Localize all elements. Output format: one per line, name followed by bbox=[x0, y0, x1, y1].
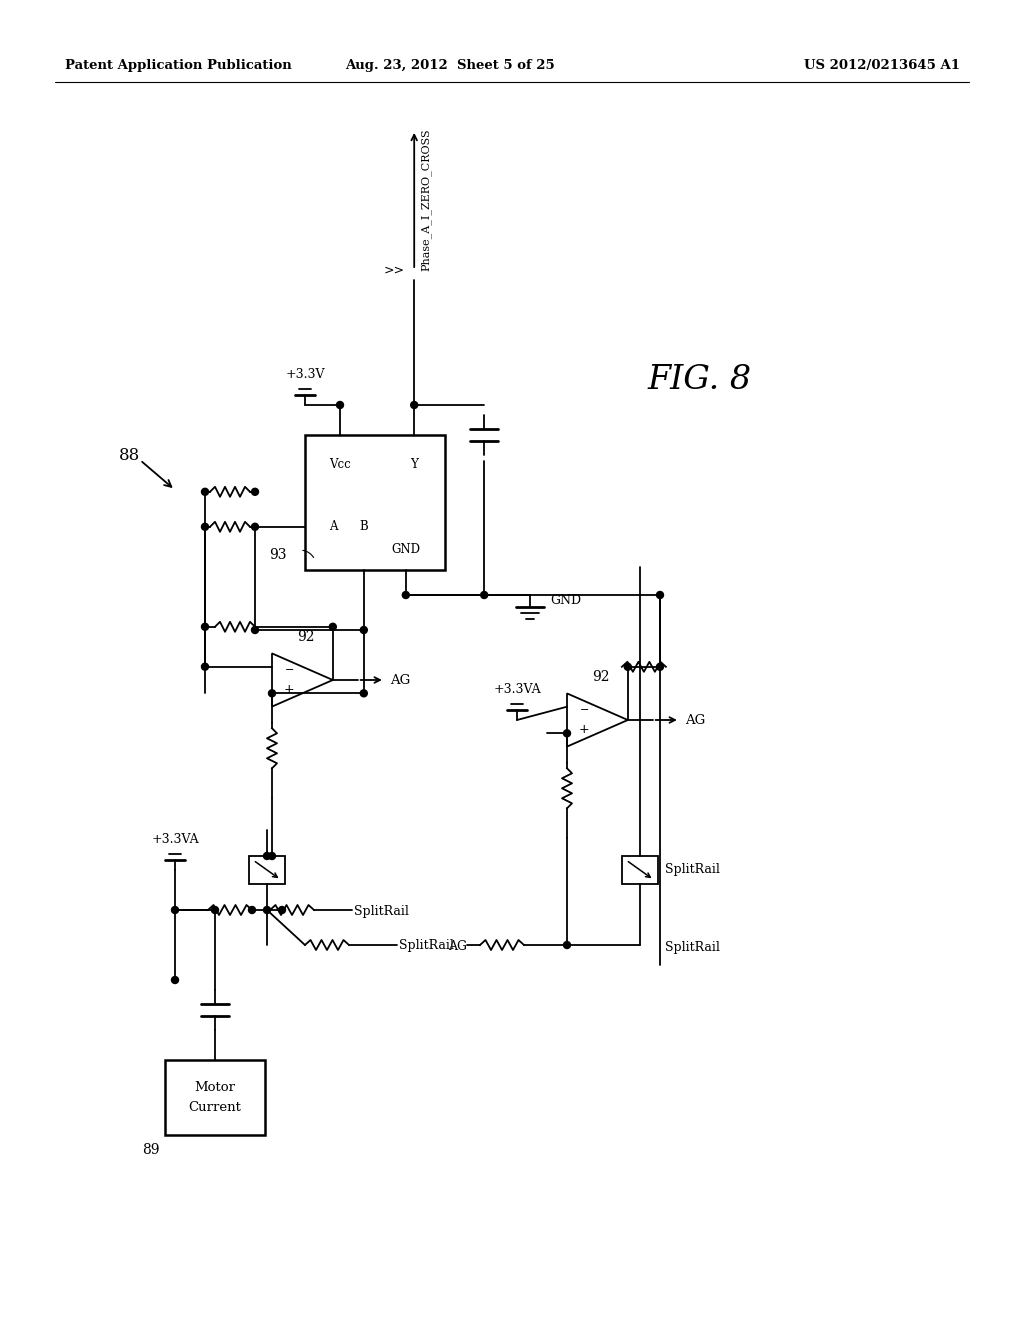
Circle shape bbox=[252, 627, 258, 634]
Text: 89: 89 bbox=[142, 1143, 160, 1158]
Text: FIG. 8: FIG. 8 bbox=[648, 364, 752, 396]
Circle shape bbox=[563, 941, 570, 949]
Text: Patent Application Publication: Patent Application Publication bbox=[65, 58, 292, 71]
Circle shape bbox=[402, 591, 410, 598]
Text: Phase_A_I_ZERO_CROSS: Phase_A_I_ZERO_CROSS bbox=[420, 128, 431, 272]
Text: +: + bbox=[284, 682, 295, 696]
Bar bbox=[305, 436, 445, 570]
Text: +3.3VA: +3.3VA bbox=[152, 833, 199, 846]
Text: AG: AG bbox=[685, 714, 706, 726]
Circle shape bbox=[212, 907, 218, 913]
Circle shape bbox=[656, 663, 664, 671]
Text: >>: >> bbox=[383, 264, 404, 276]
Text: AG: AG bbox=[449, 940, 467, 953]
Circle shape bbox=[360, 690, 368, 697]
Circle shape bbox=[279, 907, 286, 913]
Circle shape bbox=[202, 488, 209, 495]
Bar bbox=[165, 1060, 265, 1135]
Text: 93: 93 bbox=[269, 548, 287, 562]
Text: 92: 92 bbox=[297, 630, 315, 644]
Circle shape bbox=[252, 488, 258, 495]
Text: 88: 88 bbox=[120, 446, 140, 463]
Circle shape bbox=[337, 401, 343, 408]
Text: Current: Current bbox=[188, 1101, 242, 1114]
Bar bbox=[249, 855, 285, 884]
Circle shape bbox=[202, 523, 209, 531]
Circle shape bbox=[330, 623, 336, 631]
Text: SplitRail: SplitRail bbox=[665, 863, 720, 876]
Circle shape bbox=[656, 591, 664, 598]
Circle shape bbox=[360, 627, 368, 634]
Text: Y: Y bbox=[411, 458, 418, 471]
Circle shape bbox=[263, 907, 270, 913]
Text: SplitRail: SplitRail bbox=[665, 940, 720, 953]
Circle shape bbox=[563, 730, 570, 737]
Bar bbox=[622, 855, 658, 884]
Circle shape bbox=[268, 853, 275, 859]
Text: B: B bbox=[359, 520, 369, 533]
Text: Aug. 23, 2012  Sheet 5 of 25: Aug. 23, 2012 Sheet 5 of 25 bbox=[345, 58, 555, 71]
Circle shape bbox=[625, 663, 632, 671]
Text: +: + bbox=[579, 723, 590, 737]
Text: Vcc: Vcc bbox=[329, 458, 351, 471]
Circle shape bbox=[171, 907, 178, 913]
Text: Motor: Motor bbox=[195, 1081, 236, 1094]
Text: A: A bbox=[329, 520, 337, 533]
Text: SplitRail: SplitRail bbox=[399, 939, 454, 952]
Circle shape bbox=[202, 663, 209, 671]
Circle shape bbox=[249, 907, 256, 913]
Circle shape bbox=[202, 623, 209, 631]
Text: 92: 92 bbox=[593, 671, 610, 684]
Text: GND: GND bbox=[391, 544, 420, 556]
Circle shape bbox=[252, 523, 258, 531]
Text: +3.3V: +3.3V bbox=[286, 368, 325, 381]
Circle shape bbox=[480, 591, 487, 598]
Circle shape bbox=[268, 690, 275, 697]
Text: GND: GND bbox=[550, 594, 582, 606]
Circle shape bbox=[263, 853, 270, 859]
Text: −: − bbox=[285, 665, 294, 676]
Text: US 2012/0213645 A1: US 2012/0213645 A1 bbox=[804, 58, 961, 71]
Text: +3.3VA: +3.3VA bbox=[494, 682, 541, 696]
Text: AG: AG bbox=[390, 673, 410, 686]
Text: −: − bbox=[580, 705, 589, 715]
Text: SplitRail: SplitRail bbox=[354, 906, 409, 919]
Circle shape bbox=[411, 401, 418, 408]
Circle shape bbox=[171, 977, 178, 983]
